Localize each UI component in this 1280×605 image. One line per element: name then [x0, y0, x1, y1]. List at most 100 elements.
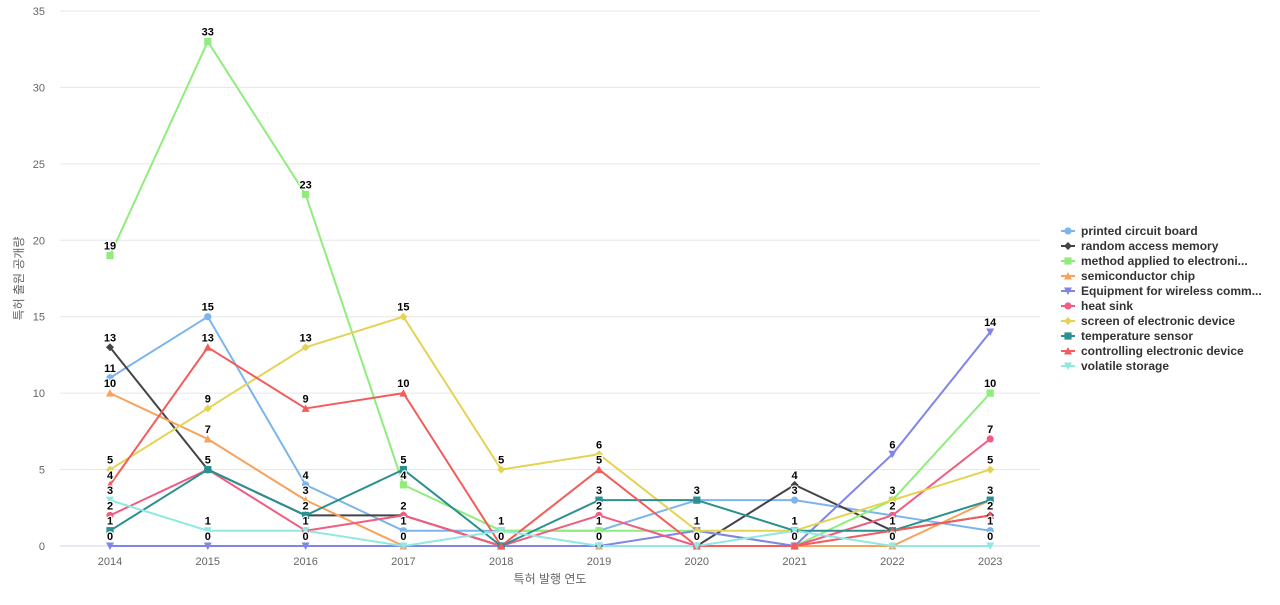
data-label: 5	[596, 455, 602, 467]
legend-item[interactable]: screen of electronic device	[1061, 314, 1235, 328]
data-point	[595, 465, 603, 474]
data-point	[203, 435, 212, 443]
data-label: 1	[596, 516, 602, 528]
legend-marker	[1064, 302, 1072, 310]
x-tick-label: 2023	[978, 556, 1002, 568]
legend-label: controlling electronic device	[1081, 344, 1244, 358]
data-label: 0	[107, 531, 113, 543]
data-label: 2	[596, 500, 602, 512]
y-tick-label: 10	[33, 388, 45, 400]
data-point	[888, 542, 897, 550]
data-label: 2	[107, 500, 113, 512]
data-point	[986, 435, 994, 443]
legend-marker	[1064, 242, 1072, 250]
data-point	[399, 511, 407, 520]
data-point	[595, 511, 603, 520]
legend-label: semiconductor chip	[1081, 269, 1195, 283]
data-label: 1	[694, 516, 700, 528]
data-label: 3	[596, 485, 602, 497]
data-label: 4	[107, 470, 114, 482]
legend-label: screen of electronic device	[1081, 314, 1235, 328]
data-label: 14	[984, 317, 997, 329]
data-label: 10	[984, 378, 996, 390]
data-point	[986, 465, 995, 474]
x-tick-label: 2014	[98, 556, 122, 568]
data-label: 5	[205, 455, 211, 467]
series-line	[109, 315, 991, 532]
data-point	[302, 481, 310, 489]
data-label: 4	[792, 470, 799, 482]
y-axis-title: 특허 출원 공개량	[12, 237, 26, 321]
data-point	[692, 542, 701, 550]
data-point	[399, 312, 408, 321]
data-label: 7	[987, 424, 993, 436]
data-point	[203, 542, 212, 550]
data-point	[986, 542, 995, 550]
data-label: 10	[104, 378, 116, 390]
legend-label: volatile storage	[1081, 359, 1169, 373]
legend-item[interactable]: semiconductor chip	[1061, 269, 1195, 283]
legend-marker	[1064, 362, 1072, 370]
data-point	[301, 542, 310, 550]
legend-item[interactable]: printed circuit board	[1061, 224, 1198, 238]
x-axis-ticks: 2014 2015 2016 2017 2018 2019 2020 2021 2022 2023	[98, 556, 1003, 568]
data-label: 0	[596, 531, 602, 543]
data-label: 2	[303, 500, 309, 512]
data-label: 1	[889, 516, 895, 528]
data-point	[302, 190, 310, 199]
data-point	[986, 511, 995, 519]
data-label: 1	[987, 516, 993, 528]
legend-label: method applied to electroni...	[1081, 254, 1248, 268]
y-tick-label: 25	[33, 159, 45, 171]
data-point	[888, 450, 897, 459]
legend-item[interactable]: volatile storage	[1061, 359, 1169, 373]
y-axis-ticks: 0 5 10 15 20 25 30 35	[33, 6, 45, 553]
legend-label: random access memory	[1081, 239, 1219, 253]
legend-item[interactable]: controlling electronic device	[1061, 344, 1244, 358]
data-point	[986, 496, 994, 504]
data-point	[106, 511, 114, 520]
data-label: 3	[889, 485, 895, 497]
series-line	[110, 331, 991, 547]
data-label: 19	[104, 241, 116, 253]
x-tick-label: 2016	[293, 556, 317, 568]
data-label: 1	[400, 516, 406, 528]
data-label: 2	[987, 500, 993, 512]
data-label: 0	[694, 531, 700, 543]
legend-item[interactable]: method applied to electroni...	[1061, 254, 1248, 268]
data-label: 33	[202, 27, 214, 39]
legend-item[interactable]: Equipment for wireless comm...	[1061, 284, 1262, 298]
legend-label: printed circuit board	[1081, 224, 1198, 238]
series-line	[109, 468, 991, 547]
legend-marker	[1064, 227, 1072, 235]
x-tick-label: 2017	[391, 556, 415, 568]
data-point	[301, 404, 310, 412]
data-point	[888, 496, 897, 505]
data-point	[497, 465, 506, 474]
data-label: 0	[792, 531, 798, 543]
legend-item[interactable]: heat sink	[1061, 299, 1133, 313]
data-label: 4	[400, 470, 407, 482]
x-tick-label: 2018	[489, 556, 513, 568]
data-label: 0	[987, 531, 993, 543]
data-point	[106, 251, 114, 260]
grid	[60, 10, 1040, 547]
data-point	[790, 480, 799, 489]
data-label: 5	[498, 455, 504, 467]
legend-item[interactable]: temperature sensor	[1061, 329, 1193, 343]
legend-marker	[1064, 317, 1072, 325]
legend-item[interactable]: random access memory	[1061, 239, 1219, 253]
legend-label: temperature sensor	[1081, 329, 1193, 343]
data-label: 15	[202, 302, 214, 314]
data-label: 13	[299, 332, 311, 344]
data-label: 3	[987, 485, 993, 497]
data-point	[693, 496, 701, 504]
data-point	[204, 465, 212, 474]
series-line	[109, 315, 991, 532]
data-point	[203, 343, 212, 351]
data-point	[399, 542, 408, 550]
y-tick-label: 35	[33, 6, 45, 18]
series-lines	[109, 40, 991, 547]
